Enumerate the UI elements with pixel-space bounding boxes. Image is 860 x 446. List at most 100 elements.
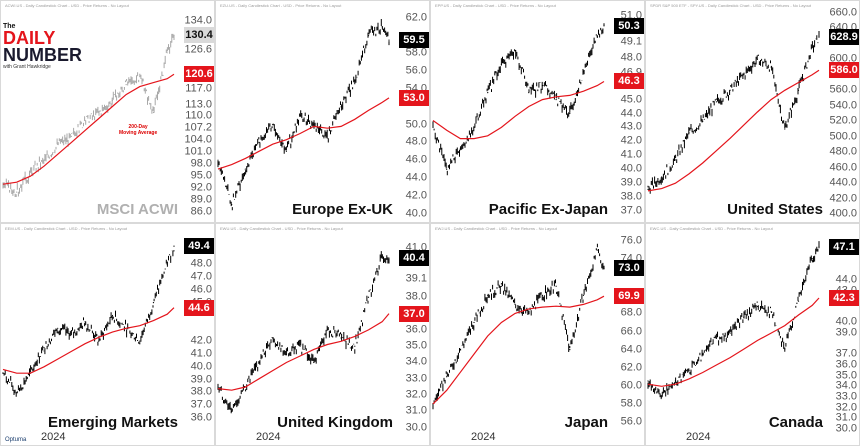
price-point bbox=[388, 39, 390, 41]
moving-average-tag: 53.0 bbox=[399, 89, 429, 106]
price-point bbox=[647, 188, 649, 190]
moving-average-series bbox=[2, 73, 175, 185]
moving-average-series bbox=[432, 295, 605, 405]
price-series bbox=[432, 23, 605, 176]
price-point bbox=[688, 132, 690, 134]
y-tick-label: 39.0 bbox=[835, 326, 857, 339]
y-tick-label: 48.0 bbox=[405, 135, 427, 148]
x-axis-year-label: 2024 bbox=[41, 431, 66, 443]
moving-average-tag: 37.0 bbox=[399, 305, 429, 322]
moving-average-tag: 120.6 bbox=[184, 66, 214, 83]
price-point bbox=[70, 334, 72, 336]
price-point bbox=[231, 204, 233, 206]
moving-average-tag: 42.3 bbox=[829, 289, 859, 306]
price-point bbox=[541, 294, 544, 296]
y-tick-label: 33.0 bbox=[835, 390, 857, 403]
y-tick-label: 520.0 bbox=[829, 114, 857, 127]
y-tick-label: 37.0 bbox=[620, 204, 642, 217]
price-point bbox=[729, 332, 731, 334]
chart-title: United States bbox=[727, 201, 823, 218]
chart-svg bbox=[2, 245, 175, 397]
price-point bbox=[818, 246, 820, 248]
y-tick-label: 36.0 bbox=[405, 323, 427, 336]
price-point bbox=[784, 128, 786, 130]
price-point bbox=[125, 84, 127, 86]
price-point bbox=[98, 111, 100, 114]
price-point bbox=[354, 345, 356, 347]
last-price-tag: 47.1 bbox=[829, 238, 859, 255]
price-point bbox=[811, 258, 813, 260]
price-point bbox=[111, 314, 114, 317]
moving-average-tag: 586.0 bbox=[829, 62, 859, 79]
moving-average-tag: 69.9 bbox=[614, 288, 644, 305]
y-tick-label: 31.0 bbox=[405, 404, 427, 417]
chart-svg bbox=[217, 19, 390, 211]
price-point bbox=[16, 391, 18, 394]
y-tick-label: 76.0 bbox=[620, 234, 642, 247]
y-tick-label: 51.0 bbox=[620, 9, 642, 22]
price-point bbox=[272, 124, 274, 126]
price-point bbox=[313, 361, 315, 364]
price-point bbox=[98, 340, 100, 342]
last-price-tag: 59.5 bbox=[399, 32, 429, 49]
chart-header: EWC.US - Daily Candlestick Chart - USD -… bbox=[650, 226, 773, 231]
price-point bbox=[111, 99, 114, 102]
y-tick-label: 660.0 bbox=[829, 6, 857, 19]
price-point bbox=[152, 111, 155, 114]
y-axis: 62.0 58.0 56.0 54.0 50.0 48.0 46.0 44.0 42.0 40.0… bbox=[387, 1, 429, 222]
price-point bbox=[244, 168, 246, 170]
price-point bbox=[459, 147, 461, 149]
y-tick-label: 32.0 bbox=[405, 388, 427, 401]
chart-svg bbox=[647, 31, 820, 194]
price-point bbox=[459, 348, 461, 351]
y-tick-label: 42.0 bbox=[190, 334, 212, 347]
y-tick-label: 500.0 bbox=[829, 130, 857, 143]
price-point bbox=[446, 376, 448, 378]
y-axis: 134.0 126.6 117.0 113.0 110.0 107.2 104.0 101.0… bbox=[172, 1, 214, 222]
price-point bbox=[16, 191, 18, 193]
price-point bbox=[173, 245, 175, 247]
y-tick-label: 40.0 bbox=[620, 162, 642, 175]
price-point bbox=[57, 327, 59, 329]
price-point bbox=[688, 369, 690, 371]
chart-panel-united-states: SPDR S&P 500 ETF - SPY.US - Daily Candle… bbox=[645, 0, 860, 223]
last-price-tag: 130.4 bbox=[184, 27, 214, 44]
y-tick-label: 36.0 bbox=[190, 411, 212, 424]
price-series bbox=[432, 243, 605, 410]
moving-average-annotation: 200-Day Moving Average bbox=[119, 124, 158, 136]
chart-header: SPDR S&P 500 ETF - SPY.US - Daily Candle… bbox=[650, 3, 812, 8]
price-point bbox=[528, 92, 530, 94]
y-tick-label: 58.0 bbox=[620, 397, 642, 410]
moving-average-series bbox=[647, 69, 820, 192]
price-point bbox=[340, 106, 342, 108]
price-point bbox=[818, 36, 820, 38]
chart-title: Pacific Ex-Japan bbox=[488, 201, 608, 218]
y-tick-label: 50.0 bbox=[405, 118, 427, 131]
price-point bbox=[500, 285, 502, 287]
price-point bbox=[43, 346, 45, 349]
y-tick-label: 126.6 bbox=[184, 43, 212, 56]
price-point bbox=[340, 337, 342, 339]
price-point bbox=[582, 294, 585, 296]
price-point bbox=[139, 340, 141, 342]
y-tick-label: 86.0 bbox=[190, 205, 212, 218]
price-series bbox=[217, 19, 390, 211]
y-tick-label: 64.0 bbox=[620, 343, 642, 356]
y-tick-label: 56.0 bbox=[620, 415, 642, 428]
y-tick-label: 34.0 bbox=[835, 379, 857, 392]
y-tick-label: 30.0 bbox=[835, 422, 857, 435]
price-point bbox=[784, 348, 786, 350]
price-point bbox=[674, 380, 676, 382]
price-point bbox=[313, 124, 315, 126]
y-tick-label: 41.0 bbox=[620, 148, 642, 161]
y-tick-label: 95.0 bbox=[190, 169, 212, 182]
y-tick-label: 107.2 bbox=[184, 121, 212, 134]
chart-title: Japan bbox=[564, 414, 608, 431]
y-tick-label: 117.0 bbox=[185, 82, 212, 95]
price-point bbox=[446, 168, 448, 170]
price-point bbox=[603, 25, 605, 27]
price-point bbox=[514, 50, 516, 52]
price-point bbox=[541, 85, 544, 87]
daily-number-logo: The DAILY NUMBER with Grant Hawkridge bbox=[3, 23, 82, 70]
last-price-tag: 49.4 bbox=[184, 238, 214, 255]
